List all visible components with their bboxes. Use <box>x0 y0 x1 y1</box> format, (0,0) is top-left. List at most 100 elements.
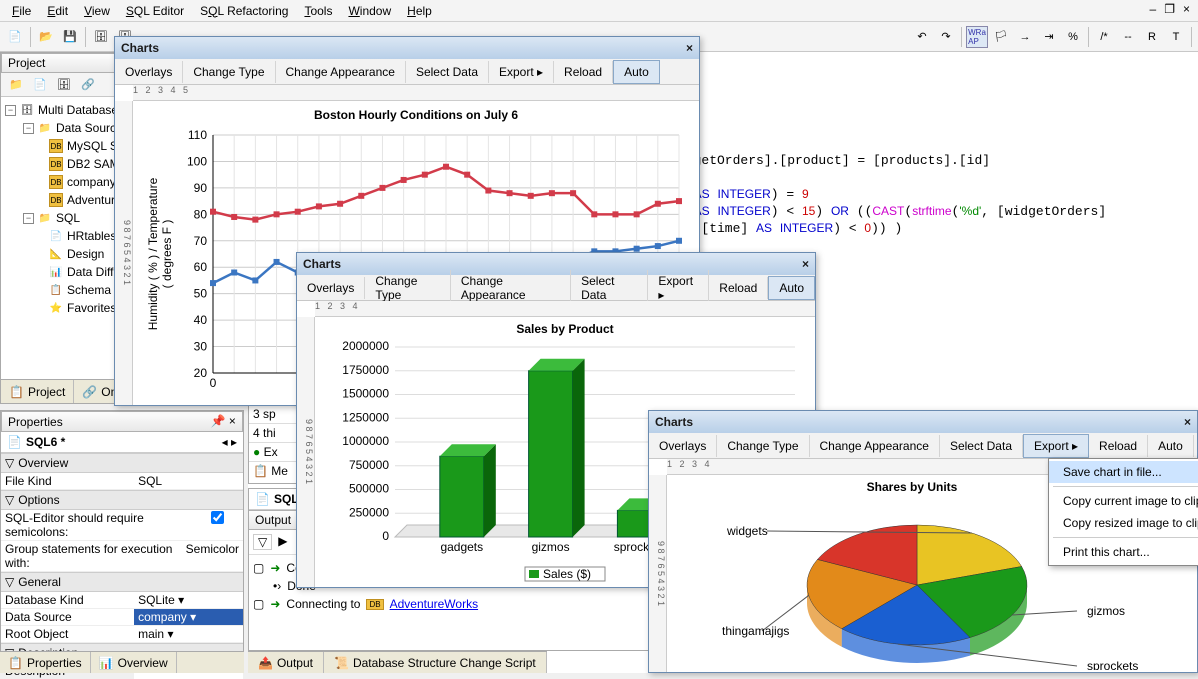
proj-tool-4[interactable]: 🔗 <box>77 74 99 96</box>
svg-text:1000000: 1000000 <box>342 434 389 448</box>
close-icon[interactable]: × <box>1183 2 1190 16</box>
chart-auto[interactable]: Auto <box>768 276 815 300</box>
tool-save[interactable]: 💾 <box>59 26 81 48</box>
tool-redo[interactable]: ↷ <box>935 26 957 48</box>
tool-r[interactable]: R <box>1141 26 1163 48</box>
prop-semicolons-check[interactable] <box>211 511 224 524</box>
tool-dash[interactable]: -- <box>1117 26 1139 48</box>
chart-export[interactable]: Export ▸ <box>489 61 554 83</box>
run-icon[interactable]: ▶ <box>278 534 287 550</box>
svg-text:0: 0 <box>382 529 389 543</box>
project-panel-title: Project <box>8 56 45 70</box>
proj-tool-3[interactable]: 🗄 <box>53 74 75 96</box>
export-copy-current[interactable]: Copy current image to clip <box>1049 490 1198 512</box>
prop-semicolons: SQL-Editor should require semicolons: <box>1 510 207 540</box>
props-sect-options[interactable]: Options <box>18 493 59 507</box>
charts-close-icon[interactable]: × <box>1184 415 1191 429</box>
tool-open[interactable]: 📂 <box>35 26 57 48</box>
charts-close-icon[interactable]: × <box>686 41 693 55</box>
tool-undo[interactable]: ↶ <box>911 26 933 48</box>
properties-title: Properties <box>8 415 63 429</box>
tool-flag[interactable]: 🏳 <box>990 26 1012 48</box>
tool-comment[interactable]: /* <box>1093 26 1115 48</box>
tool-step[interactable]: ⇥ <box>1038 26 1060 48</box>
chart-reload[interactable]: Reload <box>1089 435 1148 457</box>
tree-expander[interactable]: − <box>23 123 34 134</box>
menu-sql-editor[interactable]: SQL Editor <box>118 2 192 20</box>
chart-change-type[interactable]: Change Type <box>183 61 275 83</box>
charts-toolbar: Overlays Change Type Change Appearance S… <box>297 275 815 301</box>
ruler-v: 9 8 7 6 5 4 3 2 1 <box>297 317 315 587</box>
tree-sql-item[interactable]: Design <box>67 247 104 261</box>
menu-edit[interactable]: Edit <box>39 2 76 20</box>
tab-project[interactable]: 📋Project <box>1 380 74 403</box>
chart-change-appearance[interactable]: Change Appearance <box>810 435 940 457</box>
tree-sql-item[interactable]: HRtables. <box>67 229 120 243</box>
prop-file-kind: File Kind <box>1 473 134 489</box>
tool-arrow[interactable]: → <box>1014 26 1036 48</box>
menu-file[interactable]: File <box>4 2 39 20</box>
tab-properties[interactable]: 📋 Properties <box>0 652 91 673</box>
svg-text:30: 30 <box>194 340 208 354</box>
tree-sql-item[interactable]: Data Diff <box>67 265 113 279</box>
proj-tool-1[interactable]: 📁 <box>5 74 27 96</box>
export-menu[interactable]: Save chart in file... Copy current image… <box>1048 458 1198 566</box>
output-title: Output <box>255 513 291 527</box>
chart-reload[interactable]: Reload <box>709 277 768 299</box>
svg-text:thingamajigs: thingamajigs <box>722 624 789 638</box>
tree-expander[interactable]: − <box>5 105 16 116</box>
chart-select-data[interactable]: Select Data <box>940 435 1023 457</box>
svg-text:40: 40 <box>194 313 208 327</box>
svg-text:Sales by Product: Sales by Product <box>516 322 613 336</box>
ruler-h: 1 2 3 4 5 <box>133 85 699 101</box>
chart-auto[interactable]: Auto <box>1148 435 1194 457</box>
props-file-tab[interactable]: SQL6 * <box>26 435 65 449</box>
tool-db[interactable]: 🗄 <box>90 26 112 48</box>
props-bottom-tabs: 📋 Properties 📊 Overview <box>0 651 244 673</box>
svg-text:widgets: widgets <box>726 524 768 538</box>
props-sect-overview[interactable]: Overview <box>18 456 68 470</box>
tree-root[interactable]: Multi Database <box>38 103 118 117</box>
props-close-icon[interactable]: × <box>229 415 236 429</box>
chart-export[interactable]: Export ▸ <box>1023 434 1089 458</box>
menu-sql-refactoring[interactable]: SQL Refactoring <box>192 2 296 20</box>
export-print[interactable]: Print this chart... <box>1049 541 1198 563</box>
proj-tool-2[interactable]: 📄 <box>29 74 51 96</box>
props-sect-general[interactable]: General <box>18 575 61 589</box>
restore-icon[interactable]: ❐ <box>1164 2 1175 16</box>
tool-t[interactable]: T <box>1165 26 1187 48</box>
filter-icon[interactable]: ▽ <box>253 534 272 550</box>
export-copy-resized[interactable]: Copy resized image to clip <box>1049 512 1198 534</box>
chart-auto[interactable]: Auto <box>613 60 660 84</box>
tab-overview[interactable]: 📊 Overview <box>91 652 177 673</box>
chart-overlays[interactable]: Overlays <box>649 435 717 457</box>
tool-pct[interactable]: % <box>1062 26 1084 48</box>
chart-change-appearance[interactable]: Change Appearance <box>276 61 406 83</box>
minimize-icon[interactable]: – <box>1150 2 1157 16</box>
output-link[interactable]: AdventureWorks <box>390 597 478 611</box>
svg-text:60: 60 <box>194 260 208 274</box>
tree-sql-item[interactable]: Favorites <box>67 301 116 315</box>
prop-root-object: Root Object <box>1 626 134 642</box>
tree-expander[interactable]: − <box>23 213 34 224</box>
chart-reload[interactable]: Reload <box>554 61 613 83</box>
tree-sql[interactable]: SQL <box>56 211 80 225</box>
chart-change-type[interactable]: Change Type <box>717 435 809 457</box>
tab-output[interactable]: 📤 Output <box>248 652 324 673</box>
charts-toolbar: Overlays Change Type Change Appearance S… <box>115 59 699 85</box>
charts-close-icon[interactable]: × <box>802 257 809 271</box>
tool-new[interactable]: 📄 <box>4 26 26 48</box>
menu-view[interactable]: View <box>76 2 118 20</box>
chart-select-data[interactable]: Select Data <box>406 61 489 83</box>
tool-wrap[interactable]: WRaAP <box>966 26 988 48</box>
menu-window[interactable]: Window <box>340 2 399 20</box>
sql-code[interactable]: idgetOrders].[product] = [products].[id]… <box>678 152 1188 237</box>
menu-help[interactable]: Help <box>399 2 440 20</box>
props-pin-icon[interactable]: 📌 <box>211 414 226 428</box>
menu-tools[interactable]: Tools <box>296 2 340 20</box>
chart-overlays[interactable]: Overlays <box>115 61 183 83</box>
export-save-file[interactable]: Save chart in file... <box>1049 461 1198 483</box>
chart-overlays[interactable]: Overlays <box>297 277 365 299</box>
svg-text:Shares by Units: Shares by Units <box>867 480 958 494</box>
tab-db-change-script[interactable]: 📜 Database Structure Change Script <box>324 652 547 673</box>
